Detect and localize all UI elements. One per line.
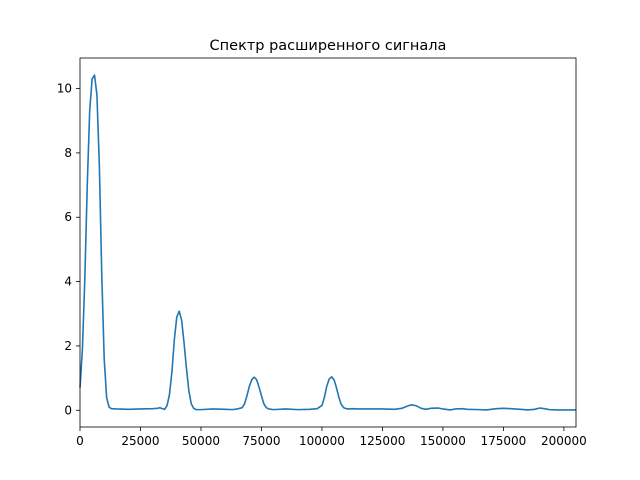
- x-tick-label: 100000: [299, 434, 345, 448]
- x-tick-label: 50000: [182, 434, 220, 448]
- x-tick-label: 25000: [121, 434, 159, 448]
- x-tick-label: 150000: [420, 434, 466, 448]
- x-tick-label: 125000: [360, 434, 406, 448]
- plot-area: [79, 74, 576, 411]
- axes-frame: [79, 57, 577, 428]
- y-tick-label: 6: [64, 210, 72, 224]
- x-tick-label: 0: [76, 434, 84, 448]
- y-tick-label: 4: [64, 275, 72, 289]
- y-axis: 0 2 4 6 8 10: [57, 82, 80, 417]
- y-tick-label: 2: [64, 339, 72, 353]
- x-tick-label: 175000: [481, 434, 527, 448]
- x-axis: 0 25000 50000 75000 100000 125000 150000 175000…: [76, 427, 587, 448]
- x-tick-label: 75000: [242, 434, 280, 448]
- series-line: [79, 74, 576, 411]
- y-tick-label: 8: [64, 146, 72, 160]
- y-tick-label: 0: [64, 403, 72, 417]
- y-tick-label: 10: [57, 82, 72, 96]
- chart-title: Спектр расширенного сигнала: [210, 38, 447, 54]
- x-tick-label: 200000: [541, 434, 587, 448]
